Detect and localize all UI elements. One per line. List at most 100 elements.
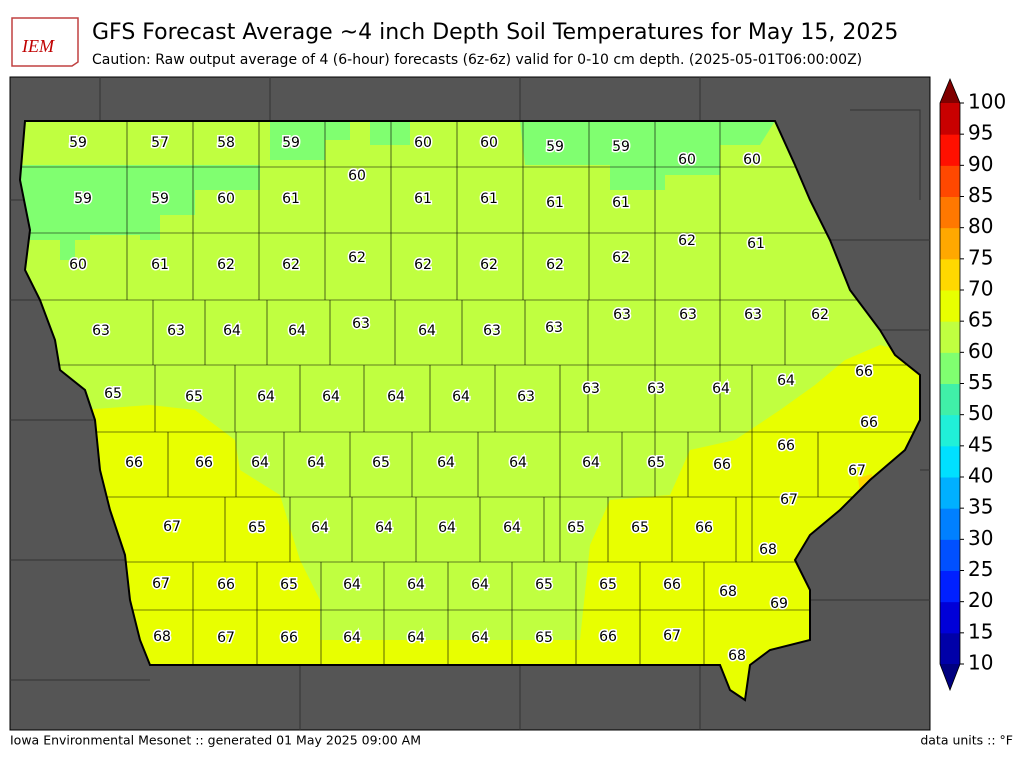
colorbar-segment [940,290,960,322]
colorbar-segment [940,383,960,416]
colorbar-tick-label: 65 [968,308,993,332]
county-value: 61 [151,257,169,273]
county-value: 64 [503,520,521,536]
colorbar-tick-label: 25 [968,557,993,581]
county-value: 60 [217,191,235,207]
county-value: 66 [777,438,795,454]
fill-65-70 [20,345,920,700]
county-value: 64 [582,455,600,471]
colorbar-tick-label: 10 [968,651,993,675]
county-value: 61 [282,191,300,207]
county-value: 64 [452,389,470,405]
colorbar-segment [940,570,960,603]
county-value: 62 [612,250,630,266]
county-value: 63 [167,323,185,339]
colorbar-segment [940,196,960,229]
neighbor-borders [10,77,930,730]
county-value: 64 [288,323,306,339]
county-value: 64 [387,389,405,405]
county-value: 69 [770,596,788,612]
county-value: 64 [311,520,329,536]
county-value: 60 [69,257,87,273]
county-value: 64 [712,381,730,397]
county-value: 61 [546,195,564,211]
county-value: 65 [647,455,665,471]
colorbar-segment [940,632,960,665]
logo-text: IEM [21,36,55,56]
county-value: 64 [777,373,795,389]
county-value: 68 [759,542,777,558]
colorbar-segment [940,477,960,509]
colorbar-tick-label: 15 [968,619,993,643]
county-value: 65 [567,520,585,536]
county-value: 64 [471,577,489,593]
footer-right: data units :: °F [920,733,1013,748]
county-value: 65 [535,577,553,593]
colorbar-segment [940,601,960,634]
county-value: 66 [860,415,878,431]
footer-left: Iowa Environmental Mesonet :: generated … [10,733,421,748]
title: GFS Forecast Average ~4 inch Depth Soil … [92,20,898,45]
county-value: 62 [546,257,564,273]
county-value: 64 [407,577,425,593]
county-value: 62 [348,250,366,266]
county-value: 64 [438,520,456,536]
colorbar-segment [940,227,960,260]
county-value: 64 [307,455,325,471]
county-value: 59 [546,139,564,155]
county-value: 63 [647,381,665,397]
colorbar-segment [940,165,960,197]
county-value: 65 [535,630,553,646]
county-value: 66 [217,577,235,593]
colorbar-segment [940,445,960,478]
colorbar-tick-label: 90 [968,152,993,176]
county-value: 60 [480,135,498,151]
county-value: 63 [483,323,501,339]
county-value: 62 [678,233,696,249]
colorbar-tick-label: 85 [968,183,993,207]
county-value: 66 [695,520,713,536]
county-value: 63 [517,389,535,405]
colorbar-tick-label: 70 [968,277,993,301]
county-value: 66 [713,457,731,473]
county-value: 61 [747,236,765,252]
county-value: 62 [217,257,235,273]
county-value: 64 [257,389,275,405]
county-value: 64 [509,455,527,471]
colorbar-tick-label: 20 [968,588,993,612]
county-value: 63 [582,381,600,397]
colorbar-segment [940,134,960,166]
county-value: 66 [855,364,873,380]
county-value: 65 [248,520,266,536]
county-value: 61 [480,191,498,207]
county-value: 65 [372,455,390,471]
county-value: 63 [744,307,762,323]
county-value: 60 [348,168,366,184]
county-value: 67 [163,519,181,535]
county-value: 62 [414,257,432,273]
colorbar-tick-label: 95 [968,121,993,145]
county-value: 59 [151,191,169,207]
county-value: 68 [728,648,746,664]
county-value: 64 [343,630,361,646]
colorbar-tick-label: 75 [968,245,993,269]
subtitle: Caution: Raw output average of 4 (6-hour… [92,52,862,68]
county-value: 66 [599,629,617,645]
county-value: 60 [678,152,696,168]
colorbar-segment [940,258,960,291]
temperature-fill [20,121,920,700]
county-value: 65 [631,520,649,536]
colorbar-segment [940,539,960,571]
county-value: 63 [352,316,370,332]
county-value: 60 [414,135,432,151]
county-value: 63 [613,307,631,323]
county-value: 62 [480,257,498,273]
colorbar-segment [940,103,960,135]
county-value: 68 [153,629,171,645]
county-value: 67 [780,492,798,508]
colorbar-tick-label: 60 [968,339,993,363]
county-value: 63 [545,320,563,336]
colorbar-tick-label: 35 [968,495,993,519]
county-value: 64 [322,389,340,405]
county-value: 62 [811,307,829,323]
